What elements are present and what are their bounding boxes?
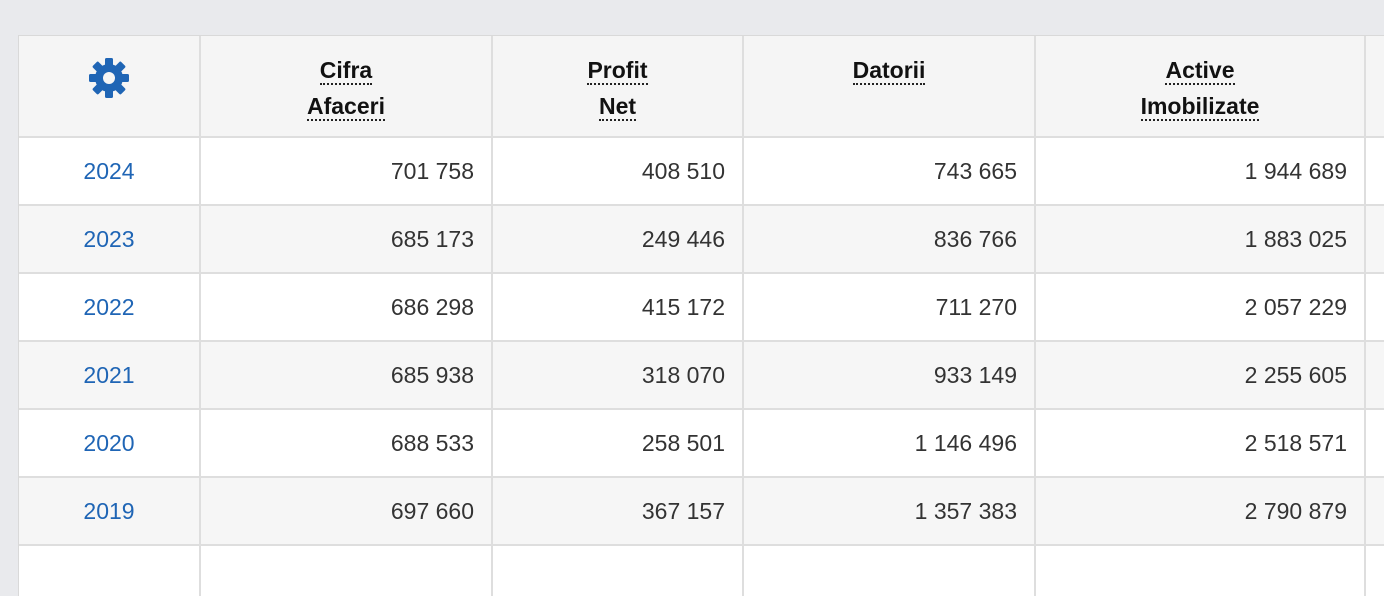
year-link[interactable]: 2020 bbox=[19, 409, 201, 478]
table-row-partial bbox=[19, 545, 1384, 596]
settings-header-cell bbox=[19, 36, 201, 138]
year-link[interactable]: 2019 bbox=[19, 477, 201, 546]
cell-profit-net: 258 501 bbox=[492, 409, 744, 478]
cell-cifra-afaceri: 701 758 bbox=[200, 137, 493, 206]
cell-datorii: 743 665 bbox=[743, 137, 1036, 206]
table-row: 2020 688 533 258 501 1 146 496 2 518 571 bbox=[19, 409, 1384, 478]
header-label-line: Imobilizate bbox=[1140, 93, 1260, 121]
table-row: 2024 701 758 408 510 743 665 1 944 689 bbox=[19, 137, 1384, 206]
year-link[interactable]: 2022 bbox=[19, 273, 201, 342]
cell-overflow bbox=[1365, 477, 1384, 546]
header-cifra-afaceri[interactable]: Cifra Afaceri bbox=[200, 36, 493, 138]
cell-cifra-afaceri: 686 298 bbox=[200, 273, 493, 342]
header-active-imobilizate[interactable]: Active Imobilizate bbox=[1035, 36, 1366, 138]
cell-active-imobilizate: 1 944 689 bbox=[1035, 137, 1366, 206]
cell-overflow bbox=[1365, 545, 1384, 596]
cell-datorii: 1 357 383 bbox=[743, 477, 1036, 546]
table-row: 2021 685 938 318 070 933 149 2 255 605 bbox=[19, 341, 1384, 410]
table-row: 2023 685 173 249 446 836 766 1 883 025 bbox=[19, 205, 1384, 274]
header-label-line: Afaceri bbox=[307, 93, 385, 121]
cell-datorii: 933 149 bbox=[743, 341, 1036, 410]
cell-profit-net: 249 446 bbox=[492, 205, 744, 274]
cell-datorii: 836 766 bbox=[743, 205, 1036, 274]
header-label-line: Active bbox=[1165, 57, 1235, 85]
header-label-line: Profit bbox=[587, 57, 648, 85]
header-datorii[interactable]: Datorii bbox=[743, 36, 1036, 138]
cell-active-imobilizate: 1 883 025 bbox=[1035, 205, 1366, 274]
cell-cifra-afaceri: 685 173 bbox=[200, 205, 493, 274]
cell-cifra-afaceri: 688 533 bbox=[200, 409, 493, 478]
year-link[interactable] bbox=[19, 545, 201, 596]
table-header-row: Cifra Afaceri Profit Net Datorii bbox=[19, 36, 1384, 138]
year-link[interactable]: 2021 bbox=[19, 341, 201, 410]
cell-overflow bbox=[1365, 137, 1384, 206]
financial-table: Cifra Afaceri Profit Net Datorii bbox=[19, 36, 1384, 596]
cell-datorii: 1 146 496 bbox=[743, 409, 1036, 478]
table-row: 2022 686 298 415 172 711 270 2 057 229 bbox=[19, 273, 1384, 342]
table-row: 2019 697 660 367 157 1 357 383 2 790 879 bbox=[19, 477, 1384, 546]
header-label-line: Cifra bbox=[319, 57, 373, 85]
cell-datorii: 711 270 bbox=[743, 273, 1036, 342]
cell-cifra-afaceri: 697 660 bbox=[200, 477, 493, 546]
cell-active-imobilizate: 2 790 879 bbox=[1035, 477, 1366, 546]
gear-icon[interactable] bbox=[88, 57, 130, 99]
cell-cifra-afaceri bbox=[200, 545, 493, 596]
year-link[interactable]: 2024 bbox=[19, 137, 201, 206]
cell-overflow bbox=[1365, 341, 1384, 410]
cell-active-imobilizate bbox=[1035, 545, 1366, 596]
cell-active-imobilizate: 2 518 571 bbox=[1035, 409, 1366, 478]
financial-table-container: Cifra Afaceri Profit Net Datorii bbox=[18, 35, 1384, 596]
header-overflow-cell bbox=[1365, 36, 1384, 138]
header-profit-net[interactable]: Profit Net bbox=[492, 36, 744, 138]
cell-profit-net: 415 172 bbox=[492, 273, 744, 342]
cell-overflow bbox=[1365, 409, 1384, 478]
cell-profit-net bbox=[492, 545, 744, 596]
cell-profit-net: 408 510 bbox=[492, 137, 744, 206]
header-label-line: Net bbox=[598, 93, 637, 121]
cell-active-imobilizate: 2 057 229 bbox=[1035, 273, 1366, 342]
cell-active-imobilizate: 2 255 605 bbox=[1035, 341, 1366, 410]
cell-cifra-afaceri: 685 938 bbox=[200, 341, 493, 410]
cell-overflow bbox=[1365, 205, 1384, 274]
year-link[interactable]: 2023 bbox=[19, 205, 201, 274]
header-label-line: Datorii bbox=[852, 57, 926, 85]
cell-datorii bbox=[743, 545, 1036, 596]
cell-overflow bbox=[1365, 273, 1384, 342]
cell-profit-net: 318 070 bbox=[492, 341, 744, 410]
cell-profit-net: 367 157 bbox=[492, 477, 744, 546]
